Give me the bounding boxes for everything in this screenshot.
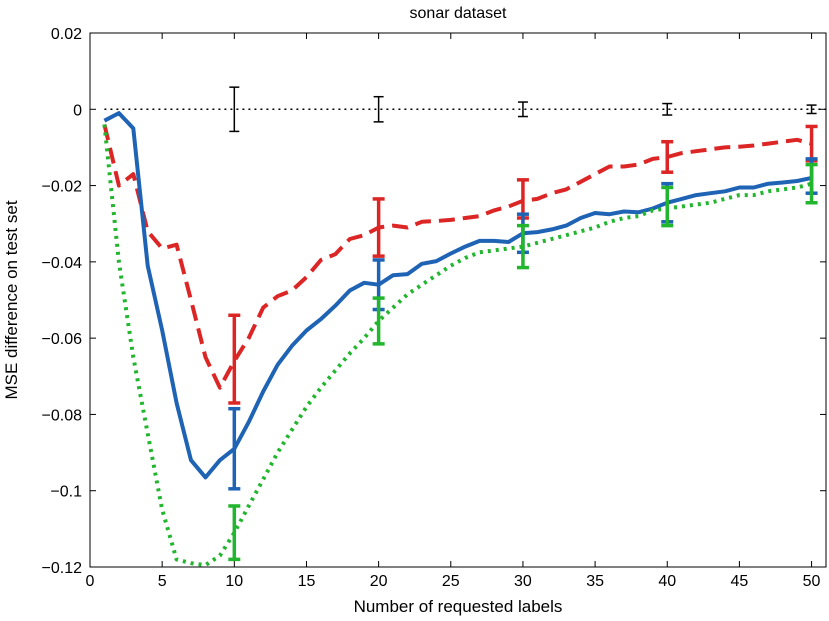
x-tick-label: 45 [731,573,749,590]
x-tick-label: 50 [803,573,821,590]
y-tick-label: −0.06 [42,331,83,348]
y-tick-label: −0.1 [50,484,82,501]
y-tick-label: −0.04 [42,255,83,272]
y-axis-ticks: 0.02 0 −0.02 −0.04 −0.06 −0.08 −0.1 −0.12 [42,26,826,577]
y-tick-label: −0.08 [42,407,83,424]
error-bars [228,86,818,562]
series-dotted-line [102,124,813,567]
plot-area [102,108,826,567]
y-tick-label: 0.02 [51,26,82,43]
series-solid-line [103,111,813,480]
x-axis-label: Number of requested labels [354,597,563,616]
x-tick-label: 20 [370,573,388,590]
series-dashed-line [102,124,813,390]
x-tick-label: 0 [86,573,95,590]
x-tick-label: 30 [514,573,532,590]
x-tick-label: 35 [586,573,604,590]
chart-title: sonar dataset [410,5,508,22]
y-tick-label: −0.12 [42,560,83,577]
y-axis-label: MSE difference on test set [2,200,21,399]
x-tick-label: 10 [225,573,243,590]
x-tick-label: 40 [658,573,676,590]
y-tick-label: 0 [73,102,82,119]
x-tick-label: 5 [158,573,167,590]
plot-area-frame [89,32,827,568]
x-tick-label: 25 [442,573,460,590]
y-tick-label: −0.02 [42,179,83,196]
x-axis-ticks: 0 5 10 15 20 25 30 35 40 45 50 [86,33,821,590]
x-tick-label: 15 [298,573,316,590]
